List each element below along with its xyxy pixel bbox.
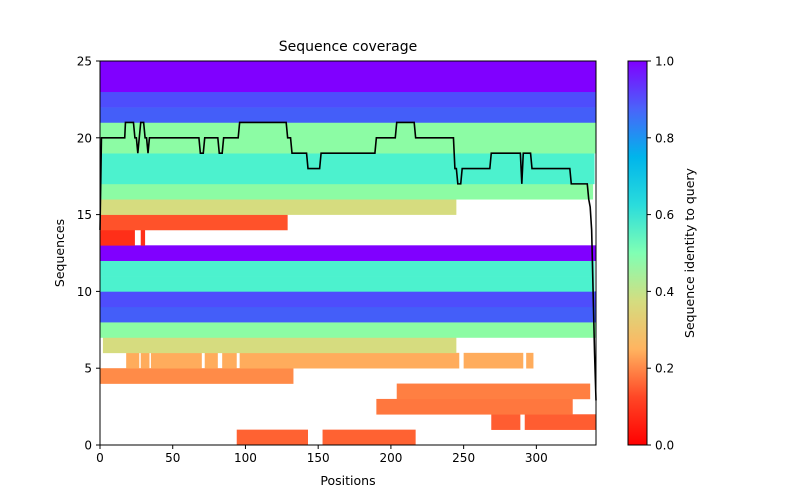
coverage-bar-seq18-seg0 [100,153,595,169]
coverage-bar-seq0-seg0 [236,429,308,446]
coverage-line [99,121,597,401]
coverage-bar-seq11-seg0 [100,260,595,277]
x-tick-label: 200 [379,451,402,465]
coverage-bar-seq3-seg0 [396,383,591,400]
coverage-bar-seq14-seg0 [100,214,288,231]
coverage-bar-seq12-seg0 [100,245,596,261]
x-tick-label: 0 [96,451,104,465]
x-tick-label: 100 [234,451,257,465]
coverage-bar-seq10-seg0 [100,276,595,292]
coverage-bar-seq8-seg0 [100,306,596,323]
coverage-bar-seq13-seg0 [100,229,135,246]
coverage-bar-seq15-seg0 [100,199,457,215]
colorbar-label: Sequence identity to query [682,167,697,338]
y-tick-label: 15 [77,208,92,222]
coverage-bars [100,61,596,446]
colorbar [627,60,648,446]
colorbar-ticks: 0.0 0.2 0.4 0.6 0.8 1.0 [647,55,674,453]
colorbar-tick-label: 1.0 [655,55,674,69]
coverage-bar-seq2-seg0 [376,398,573,415]
coverage-bar-seq20-seg0 [100,122,596,139]
chart-title: Sequence coverage [279,39,418,55]
x-axis-label: Positions [320,473,375,488]
x-tick-label: 250 [452,451,475,465]
coverage-bar-seq17-seg0 [100,168,595,185]
coverage-bar-seq16-seg0 [100,183,594,200]
coverage-bar-seq5-seg0 [126,352,140,369]
colorbar-tick-label: 0.2 [655,362,674,376]
x-tick-label: 300 [525,451,548,465]
y-tick-label: 0 [84,439,92,453]
coverage-bar-seq13-seg1 [140,229,146,246]
coverage-bar-seq5-seg6 [463,352,524,369]
coverage-bar-seq7-seg0 [100,322,596,338]
coverage-bar-seq24-seg0 [100,61,596,77]
coverage-bar-seq23-seg0 [100,76,596,93]
coverage-bar-seq22-seg0 [100,91,596,108]
coverage-bar-seq5-seg7 [526,352,534,369]
coverage-bar-seq5-seg2 [150,352,202,369]
colorbar-tick-label: 0.0 [655,439,674,453]
coverage-bar-seq0-seg1 [322,429,416,446]
coverage-bar-seq21-seg0 [100,107,596,123]
coverage-bar-seq5-seg3 [204,352,218,369]
colorbar-tick-label: 0.6 [655,208,674,222]
plot-frame [99,60,597,446]
coverage-bar-seq6-seg0 [102,337,457,354]
coverage-bar-seq1-seg0 [491,414,521,430]
coverage-bar-seq1-seg1 [524,414,596,430]
y-tick-label: 20 [77,131,92,145]
coverage-bar-seq5-seg4 [222,352,237,369]
x-tick-label: 150 [307,451,330,465]
colorbar-tick-label: 0.8 [655,131,674,145]
y-tick-label: 10 [77,285,92,299]
y-axis-ticks: 0 5 10 15 20 25 [77,55,100,453]
y-axis-label: Sequences [52,219,67,287]
x-tick-label: 50 [165,451,180,465]
coverage-bar-seq4-seg0 [100,368,294,384]
coverage-bar-seq5-seg1 [140,352,150,369]
x-axis-ticks: 0 50 100 150 200 250 300 [96,445,548,465]
coverage-bar-seq5-seg5 [239,352,460,369]
y-tick-label: 25 [77,55,92,69]
y-tick-label: 5 [84,362,92,376]
colorbar-tick-label: 0.4 [655,285,674,299]
coverage-bar-seq19-seg0 [100,137,596,154]
coverage-bar-seq9-seg0 [100,291,596,308]
